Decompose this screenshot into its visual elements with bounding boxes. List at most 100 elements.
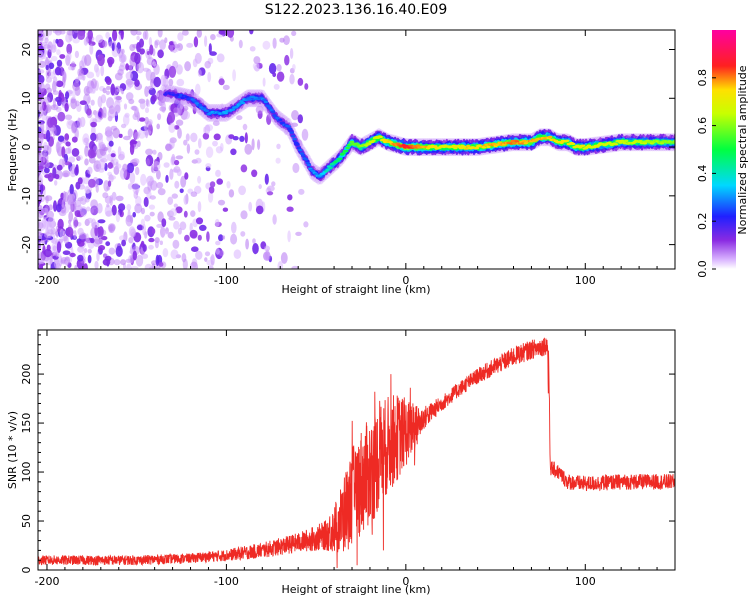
heatmap-noise-cell [38, 81, 42, 93]
heatmap-noise-cell [105, 241, 111, 247]
heatmap-noise-cell [173, 203, 178, 208]
heatmap-ridge-cell [204, 109, 210, 113]
heatmap-noise-cell [240, 210, 248, 220]
heatmap-noise-cell [124, 112, 130, 118]
heatmap-noise-cell [146, 51, 150, 55]
heatmap-noise-cell [87, 248, 92, 254]
heatmap-noise-cell [38, 50, 44, 61]
heatmap-ridge-cell [180, 96, 185, 100]
heatmap-noise-cell [77, 117, 81, 129]
heatmap-noise-cell [272, 214, 277, 225]
heatmap-noise-cell [71, 136, 78, 143]
heatmap-noise-cell [94, 260, 99, 269]
heatmap-ridge-cell [303, 158, 309, 161]
heatmap-noise-cell [77, 254, 84, 262]
heatmap-noise-cell [84, 54, 92, 66]
heatmap-noise-cell [263, 251, 271, 261]
heatmap-noise-cell [292, 162, 300, 174]
heatmap-noise-cell [128, 226, 136, 238]
heatmap-noise-cell [38, 74, 45, 84]
heatmap-ridge-cell [262, 98, 267, 102]
heatmap-noise-cell [190, 191, 198, 197]
heatmap-noise-cell [159, 106, 167, 112]
heatmap-noise-cell [157, 49, 164, 59]
heatmap-noise-cell [59, 54, 66, 59]
heatmap-ridge-cell [272, 114, 277, 117]
heatmap-noise-cell [144, 214, 151, 222]
heatmap-noise-cell [68, 156, 76, 163]
heatmap-noise-cell [66, 30, 75, 36]
heatmap-ridge-cell [624, 139, 629, 143]
heatmap-noise-cell [64, 114, 73, 120]
heatmap-noise-cell [275, 157, 281, 164]
heatmap-noise-cell [45, 129, 51, 142]
heatmap-noise-cell [266, 191, 274, 196]
heatmap-noise-cell [67, 193, 75, 206]
heatmap-noise-cell [160, 74, 167, 87]
heatmap-noise-cell [83, 248, 88, 254]
heatmap-noise-cell [179, 221, 187, 231]
heatmap-noise-cell [39, 184, 44, 195]
heatmap-noise-cell [159, 240, 163, 246]
heatmap-noise-cell [208, 191, 214, 203]
heatmap-noise-cell [290, 122, 299, 128]
heatmap-noise-cell [38, 60, 46, 68]
heatmap-noise-cell [133, 131, 140, 140]
heatmap-noise-cell [208, 265, 214, 269]
heatmap-noise-cell [197, 201, 202, 213]
heatmap-noise-cell [301, 128, 309, 141]
colorbar-ticks: 0.0 0.2 0.4 0.6 0.8 [696, 69, 716, 278]
heatmap-ridge-cell [659, 142, 665, 145]
heatmap-ridge-cell [466, 144, 471, 148]
heatmap-noise-cell [218, 30, 226, 35]
heatmap-ridge-cell [295, 143, 300, 146]
heatmap-noise-cell [43, 248, 52, 258]
spectrogram-x-tick-label: -100 [214, 274, 239, 287]
heatmap-noise-cell [149, 44, 154, 56]
heatmap-noise-cell [194, 149, 200, 155]
heatmap-noise-cell [38, 132, 45, 139]
heatmap-noise-cell [276, 63, 282, 72]
heatmap-noise-cell [145, 130, 149, 139]
heatmap-noise-cell [289, 73, 295, 85]
heatmap-noise-cell [284, 54, 290, 66]
colorbar-tick-label: 0.6 [696, 117, 709, 135]
heatmap-noise-cell [144, 30, 149, 40]
heatmap-ridge-cell [453, 146, 458, 150]
heatmap-noise-cell [209, 51, 217, 56]
heatmap-noise-cell [53, 76, 58, 86]
heatmap-noise-cell [76, 154, 83, 161]
heatmap-noise-cell [54, 66, 62, 76]
snr-x-tick-label: -200 [34, 575, 59, 588]
heatmap-noise-cell [107, 162, 114, 169]
heatmap-noise-cell [45, 195, 49, 204]
heatmap-noise-cell [297, 114, 303, 124]
heatmap-noise-cell [125, 258, 131, 263]
heatmap-noise-cell [112, 30, 118, 42]
snr-y-tick-label: 0 [20, 567, 33, 574]
heatmap-noise-cell [110, 83, 116, 96]
heatmap-noise-cell [152, 61, 157, 67]
heatmap-noise-cell [87, 148, 95, 159]
heatmap-noise-cell [48, 62, 55, 70]
heatmap-noise-cell [83, 176, 90, 185]
heatmap-noise-cell [193, 36, 199, 48]
heatmap-noise-cell [118, 203, 126, 212]
heatmap-noise-cell [226, 181, 231, 189]
heatmap-ridge-cell [291, 135, 296, 138]
heatmap-noise-cell [168, 216, 176, 221]
heatmap-noise-cell [168, 65, 177, 78]
heatmap-noise-cell [83, 263, 88, 269]
heatmap-noise-cell [167, 231, 174, 239]
heatmap-noise-cell [228, 189, 235, 198]
heatmap-noise-cell [59, 228, 64, 239]
heatmap-noise-cell [149, 211, 155, 217]
heatmap-noise-cell [291, 30, 297, 36]
spectrogram-x-tick-label: 100 [575, 274, 596, 287]
heatmap-noise-cell [138, 117, 146, 122]
heatmap-noise-cell [65, 91, 70, 100]
heatmap-noise-cell [64, 260, 69, 267]
heatmap-noise-cell [87, 254, 92, 264]
heatmap-noise-cell [154, 40, 159, 49]
